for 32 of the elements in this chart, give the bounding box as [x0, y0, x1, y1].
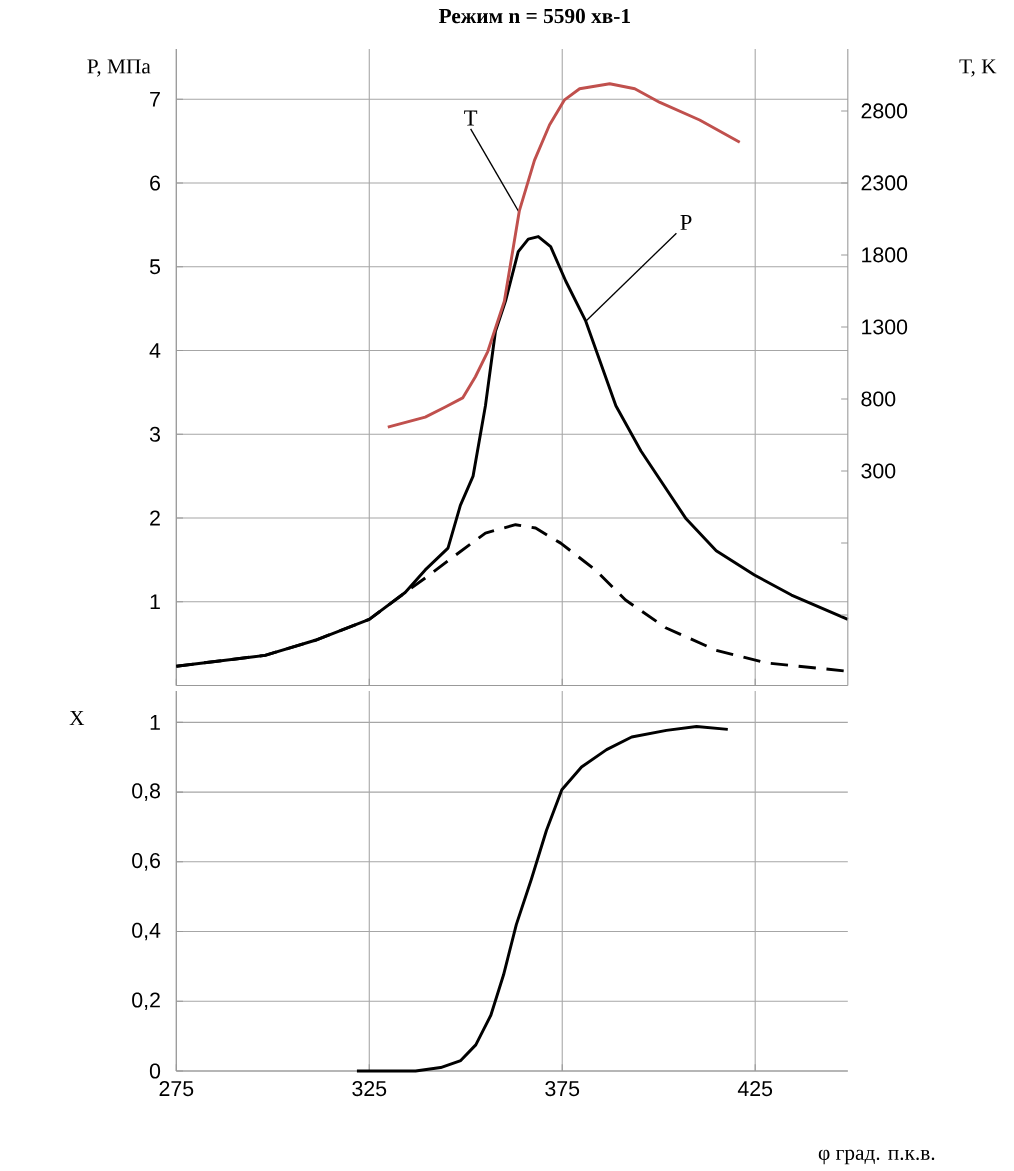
x-tick-label: 375	[545, 1081, 580, 1097]
y-tick-label: 4	[149, 343, 161, 358]
y-tick-label: 0,2	[132, 992, 160, 1011]
y-tick-label: 0,4	[132, 922, 161, 941]
x-tick-label: 275	[159, 1081, 194, 1097]
y-tick-label: 1	[150, 715, 160, 730]
y-tick-label: 6	[150, 175, 161, 191]
y-tick-label: 0,8	[132, 783, 161, 801]
y2-tick-label: 2800	[861, 103, 908, 119]
y-axis-title: P, МПа	[87, 59, 151, 77]
y-tick-label: 5	[150, 259, 161, 275]
y2-tick-label: 800	[861, 391, 896, 407]
y-tick-label: 1	[150, 594, 160, 610]
y2-tick-label: 1300	[862, 319, 908, 335]
x-tick-label: 325	[352, 1081, 387, 1097]
y-tick-label: 7	[150, 91, 160, 107]
line-series	[355, 725, 730, 1073]
y2-tick-label: 2300	[861, 175, 908, 191]
y-axis-title: X	[69, 711, 85, 725]
y-tick-label: 0	[150, 1063, 161, 1079]
y2-axis-title: T, K	[959, 59, 997, 77]
y-tick-label: 0,6	[132, 853, 161, 871]
y2-tick-label: 1800	[862, 247, 908, 263]
y2-tick-label: 300	[861, 463, 896, 479]
x-tick-label: 425	[737, 1081, 773, 1097]
chart-title: Режим n = 5590 хв-1	[439, 8, 631, 24]
annotation: T	[464, 110, 478, 126]
y-tick-label: 2	[150, 510, 160, 526]
line-series	[386, 82, 742, 429]
y-tick-label: 3	[149, 426, 161, 442]
x-axis-title: φ град. п.к.в.	[818, 1149, 935, 1165]
annotation: P	[680, 215, 692, 230]
